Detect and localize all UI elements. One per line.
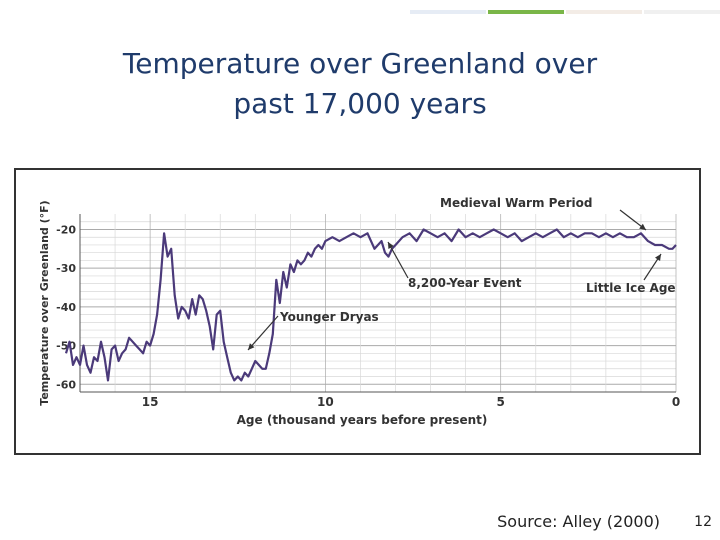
annotation-medieval-warm-period: Medieval Warm Period [440,196,592,210]
temperature-series-line [64,228,677,382]
chart-figure: -20 -30 -40 -50 -60 15 10 5 0 Temperature over Gr… [14,168,701,455]
arrow-8200-year-event-head [388,242,394,249]
accent-bar-1 [410,10,486,14]
accent-bar-2 [488,10,564,14]
annotation-little-ice-age: Little Ice Age [586,281,676,295]
arrow-medieval-warm-period-head [639,223,646,230]
accent-bar-3 [566,10,642,14]
y-tick-label: -40 [56,301,76,314]
arrow-8200-year-event [387,241,409,279]
annotation-younger-dryas: Younger Dryas [279,310,379,324]
page-number: 12 [694,514,712,530]
source-caption: Source: Alley (2000) [497,512,660,531]
x-axis-label: Age (thousand years before present) [237,413,488,427]
y-tick-label: -20 [56,223,76,236]
arrow-younger-dryas-head [248,343,255,350]
arrow-little-ice-age-head [655,254,661,261]
y-axis-label: Temperature over Greenland (°F) [38,200,51,405]
accent-bar-4 [644,10,720,14]
y-tick-label: -30 [56,262,76,275]
slide-title: Temperature over Greenland over past 17,… [60,44,660,124]
x-tick-label: 0 [672,395,680,409]
annotation-8200-year-event: 8,200-Year Event [408,276,522,290]
title-line-1: Temperature over Greenland over [122,47,598,80]
title-line-2: past 17,000 years [233,87,487,120]
x-tick-label: 15 [142,395,159,409]
arrow-younger-dryas [247,315,279,351]
x-tick-label: 10 [317,395,334,409]
x-tick-label: 5 [497,395,505,409]
y-tick-label: -60 [56,378,76,391]
